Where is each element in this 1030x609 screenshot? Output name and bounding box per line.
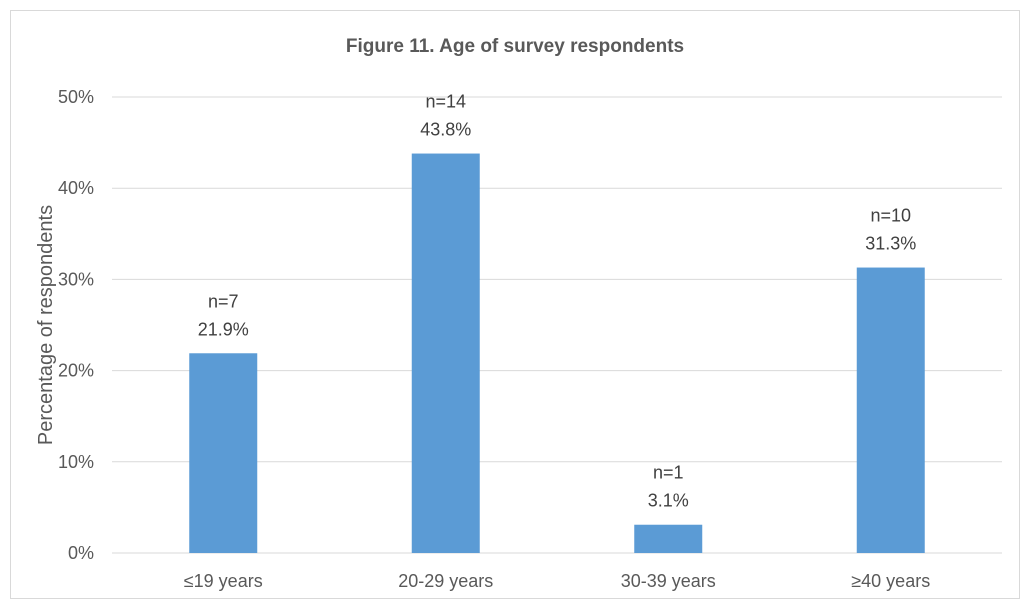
- bar: [189, 353, 258, 553]
- x-tick-label: 30-39 years: [621, 571, 716, 591]
- x-axis-ticks: ≤19 years 20-29 years 30-39 years ≥40 years: [184, 571, 930, 591]
- gridlines: [112, 96, 1002, 554]
- data-label-count: n=1: [653, 463, 684, 483]
- bars: [189, 153, 925, 553]
- y-tick-label: 0%: [68, 543, 94, 563]
- x-tick-label: 20-29 years: [398, 571, 493, 591]
- y-tick-label: 10%: [58, 452, 94, 472]
- bar: [411, 153, 480, 553]
- bar: [856, 267, 925, 553]
- data-label-percent: 31.3%: [865, 234, 916, 254]
- y-tick-label: 40%: [58, 178, 94, 198]
- data-label-percent: 21.9%: [198, 319, 249, 339]
- data-label-count: n=10: [870, 206, 911, 226]
- data-label-percent: 3.1%: [648, 491, 689, 511]
- y-tick-label: 30%: [58, 269, 94, 289]
- x-tick-label: ≤19 years: [184, 571, 263, 591]
- y-tick-label: 50%: [58, 87, 94, 107]
- y-axis-title: Percentage of respondents: [35, 205, 57, 445]
- y-tick-label: 20%: [58, 361, 94, 381]
- chart-title: Figure 11. Age of survey respondents: [345, 36, 685, 57]
- data-label-count: n=14: [425, 92, 466, 112]
- chart-frame: [10, 10, 1020, 599]
- data-labels: 21.9% n=7 43.8% n=14 3.1% n=1 31.3% n=10: [198, 92, 917, 511]
- y-axis-ticks: 0% 10% 20% 30% 40% 50%: [58, 87, 94, 563]
- x-tick-label: ≥40 years: [851, 571, 930, 591]
- data-label-percent: 43.8%: [420, 120, 471, 140]
- data-label-count: n=7: [208, 291, 239, 311]
- bar: [634, 524, 703, 553]
